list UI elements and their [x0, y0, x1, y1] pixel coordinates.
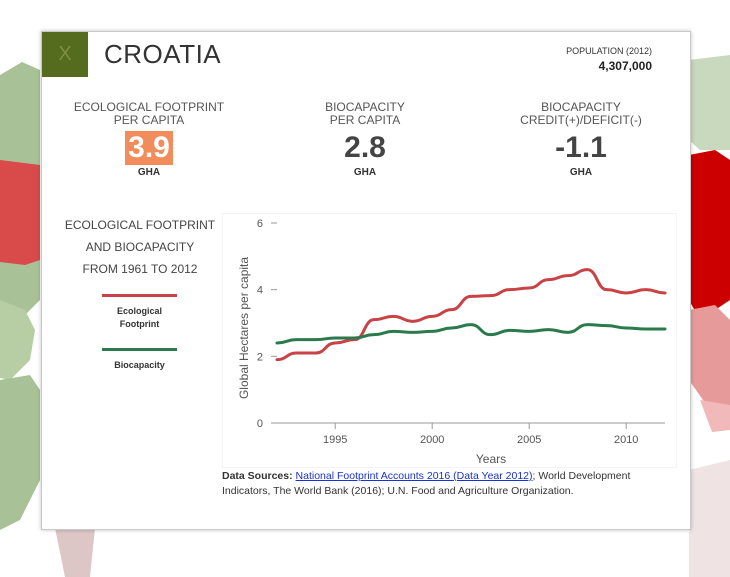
y-axis-label: Global Hectares per capita [237, 257, 251, 399]
map-region-southeast-asia[interactable] [689, 305, 730, 420]
population-label: POPULATION (2012) [566, 46, 652, 56]
metric-ecological-footprint: ECOLOGICAL FOOTPRINT PER CAPITA 3.9 GHA [64, 100, 234, 179]
map-region-indonesia[interactable] [700, 400, 730, 432]
x-tick-label: 2000 [420, 434, 444, 446]
metric-label: PER CAPITA [329, 113, 401, 127]
y-tick-label: 6 [257, 218, 263, 230]
map-region-australia[interactable] [689, 460, 730, 577]
close-icon[interactable]: X [58, 43, 72, 65]
legend-swatch-biocapacity [102, 348, 177, 351]
map-region-usa[interactable] [0, 160, 40, 265]
sources-rest: ; World Development Indicators, The Worl… [222, 470, 631, 497]
legend-title-line: ECOLOGICAL FOOTPRINT [64, 218, 216, 232]
x-tick-label: 1995 [323, 434, 347, 446]
metric-unit: GHA [353, 167, 377, 178]
map-region-central-america[interactable] [0, 300, 35, 380]
sources-lead: Data Sources: [222, 470, 293, 482]
map-region-south-america-lower[interactable] [55, 528, 95, 577]
country-title: CROATIA [104, 39, 222, 69]
chart-legend-title: ECOLOGICAL FOOTPRINT AND BIOCAPACITY FRO… [60, 214, 220, 280]
metric-label: CREDIT(+)/DEFICIT(-) [520, 113, 642, 127]
metric-label: ECOLOGICAL FOOTPRINT [73, 100, 225, 114]
legend-swatch-footprint [102, 294, 177, 297]
metric-unit: GHA [569, 167, 593, 178]
legend-title-line: AND BIOCAPACITY [85, 240, 195, 254]
metric-label: PER CAPITA [113, 113, 185, 127]
close-button[interactable]: X [42, 32, 88, 77]
footprint-chart-svg: 0 2 4 6 1995 2000 2005 2010 Years Global Hectares… [222, 213, 677, 468]
map-region-china[interactable] [689, 150, 730, 320]
metric-biocapacity-credit-deficit: BIOCAPACITY CREDIT(+)/DEFICIT(-) -1.1 GH… [496, 100, 666, 179]
legend-label-line: Ecological [116, 306, 162, 316]
population-value: 4,307,000 [598, 59, 652, 73]
series-line-footprint [275, 268, 667, 362]
data-sources: Data Sources: National Footprint Account… [222, 469, 672, 499]
x-tick-label: 2010 [614, 434, 638, 446]
metric-label: BIOCAPACITY [325, 100, 405, 114]
metric-biocapacity: BIOCAPACITY PER CAPITA 2.8 GHA [280, 100, 450, 179]
metric-value: -1.1 [555, 131, 607, 164]
x-axis-label: Years [476, 452, 506, 466]
metric-label: BIOCAPACITY [541, 100, 621, 114]
footprint-chart: 0 2 4 6 1995 2000 2005 2010 Years Global Hectares… [222, 213, 677, 468]
map-region-asia-north[interactable] [689, 55, 730, 150]
country-detail-panel: X CROATIA POPULATION (2012) 4,307,000 EC… [41, 31, 691, 530]
series-line-biocapacity [275, 323, 667, 345]
legend-label-biocapacity: Biocapacity [114, 360, 165, 370]
x-tick-label: 2005 [517, 434, 541, 446]
legend-label-footprint: Ecological Footprint [82, 305, 197, 331]
y-tick-label: 4 [257, 285, 263, 297]
y-tick-label: 2 [257, 351, 263, 363]
legend-label-line: Footprint [119, 319, 160, 329]
metric-value: 3.9 [125, 131, 173, 165]
sources-link[interactable]: National Footprint Accounts 2016 (Data Y… [295, 470, 533, 482]
y-tick-label: 0 [257, 418, 263, 430]
metric-unit: GHA [137, 167, 161, 178]
metric-value: 2.8 [344, 131, 386, 164]
legend-title-line: FROM 1961 TO 2012 [82, 262, 198, 276]
map-region-south-america[interactable] [0, 375, 40, 530]
